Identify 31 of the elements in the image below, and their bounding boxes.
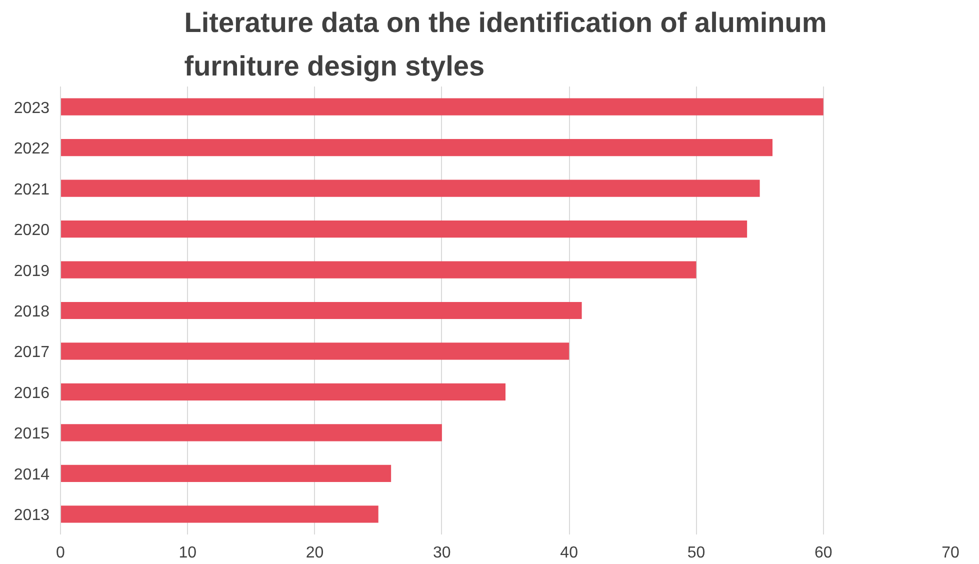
bar [60, 139, 772, 156]
bar [60, 424, 442, 442]
y-tick-label: 2017 [14, 344, 50, 362]
bar [60, 302, 582, 320]
bar [60, 220, 748, 238]
chart-title: Literature data on the identification of aluminum furniture design styles [184, 7, 827, 82]
x-tick-label: 70 [942, 544, 960, 562]
y-tick-label: 2019 [14, 262, 50, 280]
bar [60, 383, 506, 401]
y-tick-label: 2015 [14, 426, 50, 443]
x-tick-label: 50 [687, 544, 706, 562]
x-tick-label: 40 [560, 544, 578, 562]
bar [60, 98, 824, 116]
x-tick-label: 20 [306, 544, 324, 562]
x-tick-label: 30 [433, 544, 451, 562]
y-tick-label: 2022 [14, 140, 50, 158]
y-tick-label: 2021 [14, 181, 50, 198]
bar [60, 342, 570, 360]
bar [60, 180, 760, 197]
y-tick-label: 2014 [14, 466, 50, 484]
y-tick-label: 2023 [14, 100, 50, 117]
y-tick-label: 2018 [14, 304, 50, 320]
bar [60, 506, 378, 523]
x-tick-label: 0 [56, 544, 66, 562]
x-tick-label: 60 [814, 544, 832, 562]
x-tick-label: 10 [178, 544, 197, 562]
y-tick-label: 2013 [14, 507, 50, 524]
y-tick-label: 2020 [14, 222, 50, 240]
bar [60, 464, 392, 482]
bar [60, 261, 696, 278]
y-tick-label: 2016 [14, 384, 50, 402]
